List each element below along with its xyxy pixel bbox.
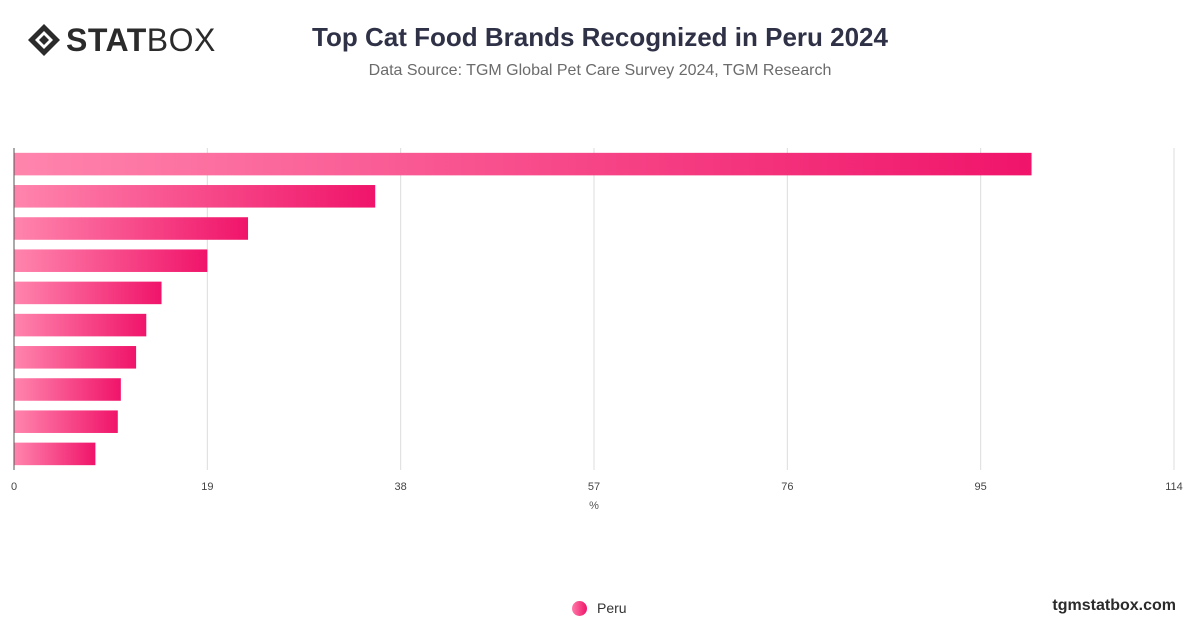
x-tick-label: 57 <box>588 481 600 493</box>
bars <box>14 152 1032 466</box>
logo-text-box: BOX <box>146 22 216 58</box>
bar[interactable] <box>14 281 162 305</box>
x-tick-label: 38 <box>395 481 407 493</box>
statbox-diamond-icon <box>28 24 60 56</box>
logo-wordmark: STATBOX <box>66 22 216 58</box>
bar[interactable] <box>14 410 118 433</box>
bar-chart: 0 19 38 57 76 95 114 % <box>11 148 1183 512</box>
bar[interactable] <box>14 346 137 369</box>
bar[interactable] <box>14 442 96 466</box>
bar[interactable] <box>14 217 249 240</box>
x-tick-label: 0 <box>11 481 17 493</box>
legend-label: Peru <box>597 600 627 616</box>
x-tick-label: 76 <box>781 481 793 493</box>
bar[interactable] <box>14 185 376 208</box>
bar[interactable] <box>14 249 208 272</box>
x-axis-ticks: 0 19 38 57 76 95 114 <box>11 481 1183 493</box>
chart-subtitle: Data Source: TGM Global Pet Care Survey … <box>368 62 832 79</box>
legend-marker <box>572 600 587 616</box>
grid-lines <box>206 148 1175 470</box>
bar[interactable] <box>14 378 121 401</box>
x-tick-label: 19 <box>201 481 213 493</box>
bar[interactable] <box>14 152 1032 176</box>
legend[interactable]: Peru <box>572 600 627 616</box>
chart-title: Top Cat Food Brands Recognized in Peru 2… <box>312 22 888 52</box>
statbox-logo: STATBOX <box>26 22 216 58</box>
x-tick-label: 95 <box>975 481 987 493</box>
logo-text-stat: STAT <box>66 22 147 58</box>
bar[interactable] <box>14 313 147 337</box>
footer-site[interactable]: tgmstatbox.com <box>1052 597 1176 614</box>
x-axis-label: % <box>589 500 599 512</box>
x-tick-label: 114 <box>1165 481 1183 493</box>
